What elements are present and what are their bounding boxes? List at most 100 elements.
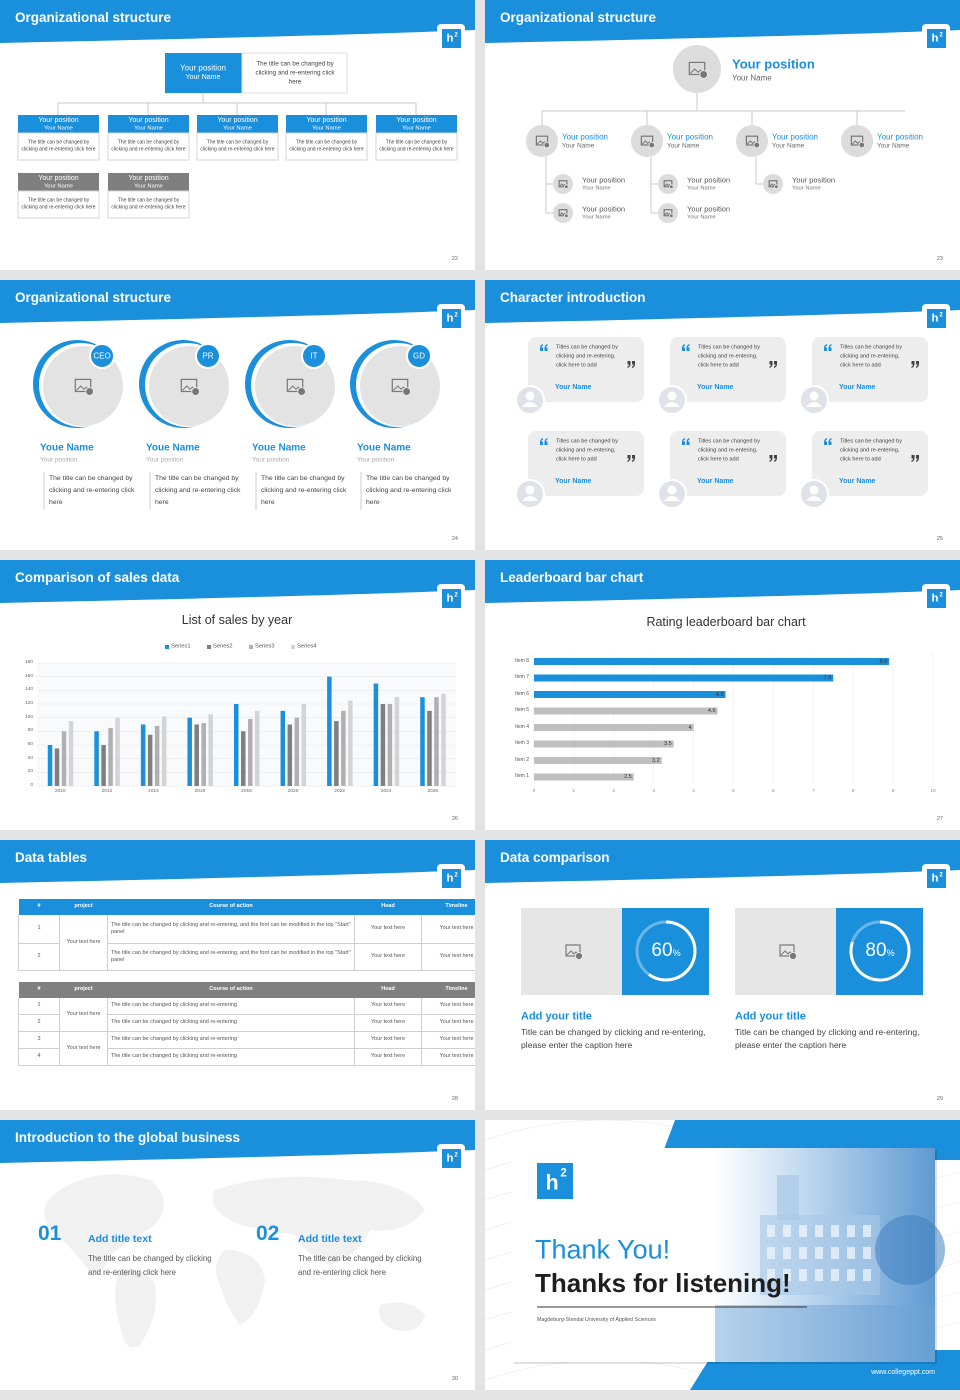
text: Your position <box>687 204 731 214</box>
logo-letter: h <box>446 1152 454 1165</box>
slide-graphics <box>485 0 960 223</box>
bar <box>534 724 694 731</box>
bar <box>161 716 167 786</box>
avatar <box>553 174 573 194</box>
text: Your position <box>217 116 258 124</box>
page-number: 30 <box>451 1375 458 1382</box>
quote-mark <box>824 438 832 445</box>
x-tick-label: 2018 <box>241 789 252 795</box>
slide-graphics <box>485 560 960 784</box>
bar <box>334 721 339 786</box>
x-tick-label: 2016 <box>194 789 206 795</box>
image-icon <box>688 61 706 76</box>
image-icon <box>85 387 94 396</box>
table-cell: Your text here <box>421 1031 475 1049</box>
x-tick-label: 2 <box>612 789 616 795</box>
thanks-message: Thanks for listening! <box>535 1268 791 1299</box>
bar <box>434 697 439 786</box>
slide: h 2 Thank You! Thanks for listening! Magdebu… <box>485 1120 960 1390</box>
table-cell: The title can be changed by clicking and… <box>107 1014 355 1032</box>
text: The title can be changed by clicking and… <box>111 197 186 211</box>
table-header-cell: Course of action <box>107 898 355 915</box>
page-number: 22 <box>451 255 458 262</box>
slide-graphics <box>0 560 475 787</box>
text: Your Name <box>402 125 431 132</box>
text: The title can be changed by clicking and… <box>155 475 241 506</box>
legend-swatch <box>291 645 295 649</box>
text: The title can be changed by clicking and… <box>21 139 96 153</box>
value-label: 4 <box>688 724 692 731</box>
text: Titles can be changed by clicking and re… <box>556 344 618 369</box>
text: Titles can be changed by clicking and re… <box>840 438 902 463</box>
table-header-cell: Timeline <box>421 898 475 915</box>
image-icon <box>558 209 568 217</box>
table-cell: The title can be changed by clicking and… <box>107 914 355 944</box>
slide: h 2 Organizational structure 23 Your positio… <box>485 0 960 270</box>
page-number: 24 <box>451 535 458 542</box>
bar <box>255 710 260 786</box>
image-icon <box>558 180 568 188</box>
y-tick-label: Item 5 <box>515 707 529 714</box>
slide: h 2 Leaderboard bar chart 27 Rating leaderbo… <box>485 560 960 830</box>
text: Your position <box>582 175 626 185</box>
member-header <box>376 115 457 133</box>
y-tick-label: 140 <box>24 687 33 693</box>
percent-value: 80% <box>865 940 894 962</box>
table-cell: Your text here <box>421 914 475 944</box>
x-tick-label: 10 <box>930 789 936 795</box>
quote-card <box>528 431 644 496</box>
image-icon <box>535 135 549 146</box>
text: CEO <box>93 351 111 361</box>
table-cell: Your text here <box>354 1014 422 1032</box>
avatar-body <box>664 402 680 407</box>
table-cell: Your text here <box>421 1048 475 1066</box>
slide-title: Character introduction <box>500 290 646 306</box>
image-icon <box>668 184 674 190</box>
avatar-body <box>522 496 538 501</box>
photo-tree <box>875 1215 945 1285</box>
avatar-head <box>525 485 535 495</box>
map-shape <box>115 1269 156 1348</box>
text: Your position <box>687 175 731 185</box>
ring-arc <box>648 920 697 982</box>
bar <box>534 674 834 682</box>
slide-graphics <box>485 1120 960 1390</box>
table-cell: Your text here <box>421 1014 475 1032</box>
member-header <box>108 115 189 133</box>
bar <box>187 717 192 786</box>
table-cell: Your text here <box>354 943 422 971</box>
image-icon <box>575 952 583 960</box>
slide: h 2 Data tables 28 # project Course of action H… <box>0 840 475 1110</box>
image-icon <box>663 209 673 217</box>
header-band <box>0 0 475 43</box>
image-icon <box>543 141 550 149</box>
table-header-cell: # <box>18 898 60 915</box>
y-tick-label: Item 1 <box>515 773 529 780</box>
image-icon <box>745 135 759 146</box>
bar <box>348 700 353 786</box>
map-shape <box>379 1302 425 1331</box>
value-label: 7.5 <box>823 674 832 681</box>
photo-window <box>847 1269 855 1281</box>
percent-unit: % <box>672 948 681 959</box>
y-tick-label: 20 <box>27 769 33 775</box>
text: Your Name <box>687 214 716 221</box>
text: Your Name <box>877 142 910 150</box>
slide: h 2 Organizational structure 24 CEO Youe Name… <box>0 280 475 550</box>
logo-sup: 2 <box>454 311 458 319</box>
image-icon <box>191 387 200 396</box>
bar <box>248 719 253 786</box>
y-tick-label: Item 2 <box>515 756 529 763</box>
map-shape <box>212 1176 425 1265</box>
slide: h 2 Organizational structure 22 Your positio… <box>0 0 475 270</box>
avatar-head <box>525 391 535 401</box>
photo-window <box>847 1247 855 1259</box>
legend-label: Series3 <box>255 643 275 650</box>
image-icon <box>402 387 411 396</box>
item-heading: Add title text <box>88 1232 152 1245</box>
logo-mark <box>927 309 946 328</box>
y-tick-label: Item 6 <box>515 690 529 697</box>
photo-window <box>815 1225 823 1237</box>
photo-window <box>863 1269 871 1281</box>
avatar-body <box>522 402 538 407</box>
